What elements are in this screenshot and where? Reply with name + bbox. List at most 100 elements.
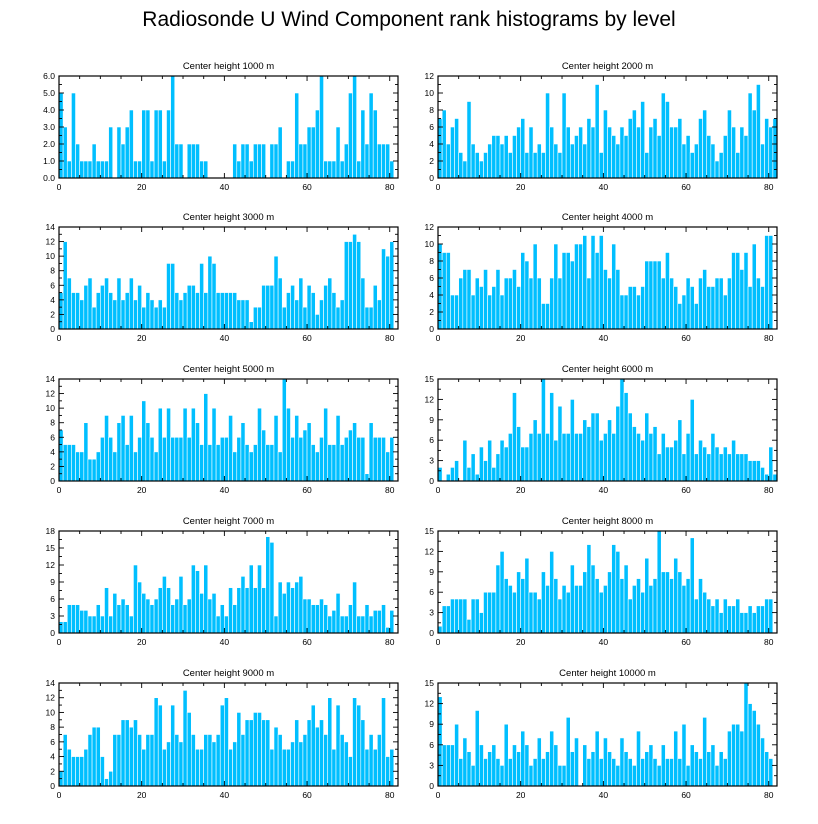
histogram-bar [302,143,308,179]
histogram-bar [257,564,262,634]
histogram-bar [536,143,542,179]
histogram-bar [248,160,254,179]
histogram-bar [681,585,687,634]
histogram-bar [66,604,72,634]
histogram-bar [520,578,526,634]
histogram-bar [524,260,530,330]
histogram-bar [62,621,68,634]
histogram-bar [219,292,225,330]
histogram-bar [698,277,703,330]
histogram-bar [327,615,333,634]
histogram-bar [149,436,155,482]
histogram-bar [553,439,559,482]
histogram-bar [100,756,105,787]
histogram-panel: Center height 4000 m 0 2 4 6 8 10 12 0 20 40 60 80 [425,212,778,343]
histogram-bar [536,277,542,330]
histogram-bar [310,292,316,330]
histogram-bar [315,109,320,179]
histogram-bar [87,458,93,482]
y-tick-label: 3 [429,608,434,618]
histogram-bar [277,581,283,634]
histogram-bar [710,286,716,330]
histogram-bar [644,751,650,787]
x-tick-label: 0 [436,485,441,495]
histogram-bar [569,751,575,787]
x-tick-label: 0 [57,333,62,343]
histogram-bar [636,126,641,179]
histogram-bar [594,578,600,634]
histogram-bar [532,152,538,179]
histogram-bar [714,765,720,787]
histogram-bar [228,587,233,634]
histogram-bar [470,598,476,634]
histogram-bar [731,723,736,787]
histogram-bar [607,126,612,179]
histogram-bar [565,591,571,634]
histogram-bar [364,306,370,330]
histogram-bar [462,269,468,330]
histogram-bar [368,615,374,634]
histogram-bar [104,778,109,787]
histogram-bar [557,765,563,787]
histogram-bar [79,160,85,179]
histogram-bar [524,152,530,179]
histogram-bar [466,467,472,482]
histogram-panel: Center height 7000 m 0 3 6 9 12 15 18 0 20 40 60 80 [46,516,399,647]
histogram-bar [764,751,770,787]
histogram-bar [503,135,509,179]
histogram-bar [747,703,753,787]
histogram-bar [735,152,741,179]
histogram-bar [528,277,534,330]
histogram-bar [619,578,625,634]
histogram-bar [557,598,563,634]
histogram-bar [294,581,300,634]
histogram-bar [170,604,176,634]
histogram-bar [751,460,757,482]
histogram-bar [685,765,691,787]
y-tick-label: 18 [46,526,56,536]
histogram-bar [710,143,716,179]
histogram-bar [553,143,559,179]
histogram-bar [372,610,378,634]
histogram-bar [286,581,291,634]
histogram-bar [224,615,229,634]
histogram-bar [495,564,501,634]
histogram-bar [619,294,625,330]
histogram-bar [507,152,513,179]
histogram-bar [706,286,712,330]
histogram-bar [648,260,654,330]
histogram-bar [108,770,114,787]
histogram-bar [760,143,765,179]
histogram-bar [79,451,85,482]
histogram-bar [364,604,370,634]
histogram-bar [149,604,155,634]
histogram-bar [445,605,451,634]
histogram-bar [190,143,196,179]
histogram-bar [578,243,583,330]
x-tick-label: 80 [385,790,395,800]
histogram-bar [331,444,337,482]
histogram-bar [294,719,300,787]
histogram-bar [236,160,242,179]
histogram-bar [652,758,658,787]
histogram-bar [574,243,579,330]
histogram-bar [669,126,674,179]
histogram-bar [756,277,761,330]
histogram-panel: Center height 3000 m 0 2 4 6 8 10 12 14 0 20 40 60 80 [46,212,399,343]
y-tick-label: 6 [429,587,434,597]
histogram-bar [541,758,546,787]
y-tick-label: 15 [425,678,435,688]
histogram-bar [669,758,674,787]
histogram-bar [437,467,443,482]
histogram-bar [335,593,341,634]
panel-title: Center height 5000 m [183,364,274,375]
histogram-bar [516,426,521,482]
x-tick-label: 80 [764,790,774,800]
histogram-bar [607,571,612,634]
histogram-bar [232,143,238,179]
histogram-bar [565,252,571,330]
histogram-bar [594,252,600,330]
histogram-bar [356,241,362,330]
histogram-bar [91,306,97,330]
histogram-bar [269,143,275,179]
